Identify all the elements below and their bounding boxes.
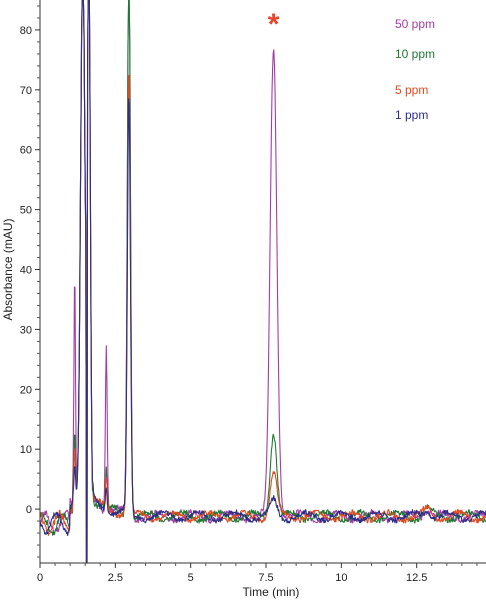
plot-lines bbox=[39, 0, 486, 564]
x-ticks: 0 2.5 5 7.5 10 12.5 bbox=[37, 563, 478, 584]
y-tick-label: 20 bbox=[20, 384, 32, 396]
x-tick-label: 5 bbox=[188, 572, 194, 584]
y-tick-label: 30 bbox=[20, 324, 32, 336]
peak-annotation-asterisk: * bbox=[268, 8, 280, 41]
legend-entry-50-ppm: 50 ppm bbox=[395, 17, 435, 31]
series-line-1-ppm bbox=[39, 0, 486, 564]
y-ticks: 0 10 20 30 40 50 60 70 80 bbox=[20, 5, 40, 558]
legend: 50 ppm 10 ppm 5 ppm 1 ppm bbox=[395, 17, 435, 122]
y-tick-label: 10 bbox=[20, 444, 32, 456]
x-tick-label: 0 bbox=[37, 572, 43, 584]
y-tick-label: 40 bbox=[20, 265, 32, 277]
y-tick-label: 0 bbox=[26, 504, 32, 516]
x-axis-label: Time (min) bbox=[243, 585, 300, 599]
y-tick-label: 60 bbox=[20, 145, 32, 157]
legend-entry-10-ppm: 10 ppm bbox=[395, 47, 435, 61]
legend-entry-5-ppm: 5 ppm bbox=[395, 83, 428, 97]
x-tick-label: 7.5 bbox=[258, 572, 273, 584]
y-tick-label: 80 bbox=[20, 25, 32, 37]
y-tick-label: 70 bbox=[20, 85, 32, 97]
y-tick-label: 50 bbox=[20, 205, 32, 217]
x-tick-label: 10 bbox=[335, 572, 347, 584]
x-tick-label: 12.5 bbox=[406, 572, 427, 584]
y-axis-label: Absorbance (mAU) bbox=[1, 218, 15, 320]
x-tick-label: 2.5 bbox=[108, 572, 123, 584]
legend-entry-1-ppm: 1 ppm bbox=[395, 108, 428, 122]
